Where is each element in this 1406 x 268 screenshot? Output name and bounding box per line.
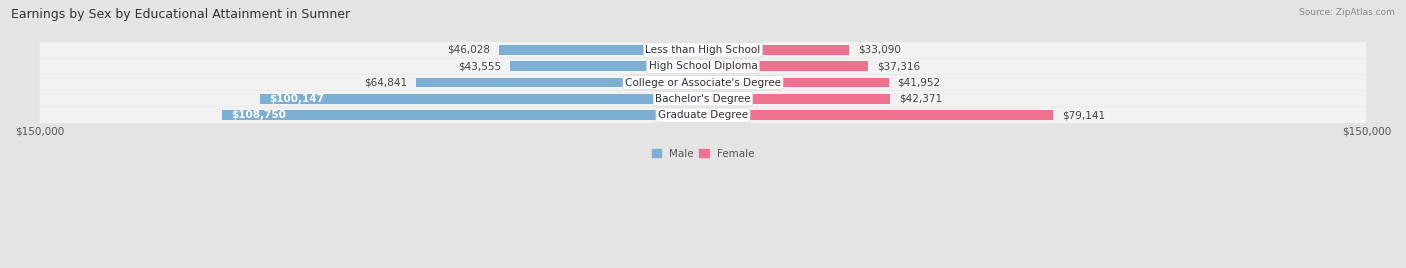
Text: $64,841: $64,841	[364, 77, 408, 88]
Text: High School Diploma: High School Diploma	[648, 61, 758, 71]
Text: College or Associate's Degree: College or Associate's Degree	[626, 77, 780, 88]
Bar	[260, 94, 703, 104]
Bar	[703, 61, 868, 71]
Text: $79,141: $79,141	[1062, 110, 1105, 120]
Text: $41,952: $41,952	[897, 77, 941, 88]
Text: Less than High School: Less than High School	[645, 45, 761, 55]
Bar	[222, 110, 703, 120]
Text: $108,750: $108,750	[231, 110, 285, 120]
Bar	[703, 94, 890, 104]
FancyBboxPatch shape	[39, 58, 1367, 74]
Bar	[703, 110, 1053, 120]
FancyBboxPatch shape	[39, 42, 1367, 58]
Text: Earnings by Sex by Educational Attainment in Sumner: Earnings by Sex by Educational Attainmen…	[11, 8, 350, 21]
Text: Bachelor's Degree: Bachelor's Degree	[655, 94, 751, 104]
FancyBboxPatch shape	[39, 91, 1367, 107]
FancyBboxPatch shape	[39, 107, 1367, 123]
Text: $33,090: $33,090	[858, 45, 901, 55]
Bar	[499, 45, 703, 55]
Text: $43,555: $43,555	[458, 61, 502, 71]
Text: Source: ZipAtlas.com: Source: ZipAtlas.com	[1299, 8, 1395, 17]
Text: $37,316: $37,316	[877, 61, 920, 71]
Bar	[703, 45, 849, 55]
Text: $100,147: $100,147	[269, 94, 323, 104]
Text: $46,028: $46,028	[447, 45, 491, 55]
FancyBboxPatch shape	[39, 75, 1367, 90]
Legend: Male, Female: Male, Female	[647, 144, 759, 163]
Text: Graduate Degree: Graduate Degree	[658, 110, 748, 120]
Bar	[416, 78, 703, 87]
Bar	[703, 78, 889, 87]
Text: $42,371: $42,371	[900, 94, 942, 104]
Bar	[510, 61, 703, 71]
